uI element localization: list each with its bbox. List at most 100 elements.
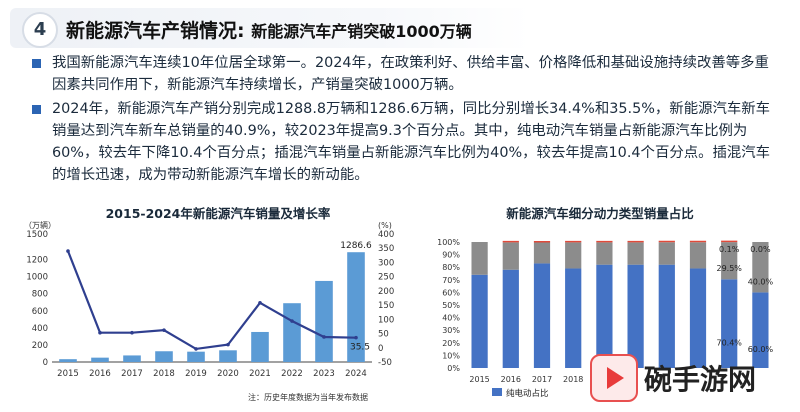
section-header: 4 新能源汽车产销情况: 新能源汽车产销突破1000万辆 — [10, 8, 530, 48]
phev-segment-2023 — [721, 242, 738, 280]
phev-label-2023: 29.5% — [716, 264, 742, 273]
chart-title: 新能源汽车细分动力类型销量占比 — [506, 206, 694, 221]
phev-segment-2015 — [471, 242, 488, 275]
phev-segment-2016 — [502, 242, 519, 270]
bar-2022 — [283, 303, 301, 362]
bev-segment-2015 — [471, 274, 488, 368]
bar-2019 — [187, 351, 205, 362]
bev-segment-2021 — [658, 264, 675, 368]
paragraph-2-text: 2024年，新能源汽车产销分别完成1288.8万辆和1286.6万辆，同比分别增… — [52, 101, 771, 183]
bar-2018 — [155, 351, 173, 362]
x-tick-label: 2019 — [185, 369, 207, 379]
bev-label-2023: 70.4% — [716, 339, 742, 348]
bev-segment-2018 — [565, 268, 582, 368]
y-tick-label: 1000 — [26, 273, 48, 283]
bev-segment-2017 — [533, 263, 551, 368]
right-axis-unit: (%) — [378, 221, 392, 230]
y-tick-label: 20% — [442, 339, 460, 348]
fcv-segment-2021 — [658, 240, 675, 243]
growth-point-2017 — [130, 330, 134, 335]
paragraph-1: 我国新能源汽车连续10年位居全球第一。2024年，在政策利好、供给丰富、价格降低… — [30, 52, 782, 96]
sales-growth-chart: 2015-2024年新能源汽车销量及增长率 （万辆） (%) 0 200 400 60… — [8, 204, 418, 408]
growth-point-2022 — [290, 319, 294, 323]
phev-segment-2017 — [533, 242, 551, 264]
growth-point-2019 — [194, 347, 198, 351]
y-tick-label: 0% — [447, 364, 460, 373]
y2-tick-label: 0 — [378, 344, 383, 354]
phev-segment-2020 — [627, 242, 644, 265]
y-tick-label: 400 — [32, 324, 48, 334]
x-tick-label: 2015 — [469, 375, 489, 384]
watermark-text: 碗手游网 — [644, 363, 757, 396]
y-tick-label: 100% — [437, 238, 460, 247]
y2-tick-label: 250 — [378, 273, 394, 283]
legend-label-bev: 纯电动占比 — [506, 388, 549, 399]
y-tick-label: 800 — [32, 290, 48, 300]
y2-tick-label: 350 — [378, 244, 394, 254]
bar-data-label: 1286.6 — [340, 241, 372, 251]
bar-2016 — [91, 357, 109, 362]
y2-tick-label: 300 — [378, 258, 394, 268]
y-tick-label: 0 — [43, 358, 48, 368]
bar-2017 — [123, 355, 141, 362]
section-title: 新能源汽车产销情况: 新能源汽车产销突破1000万辆 — [66, 16, 472, 43]
phev-segment-2024 — [752, 242, 769, 293]
y-tick-label: 90% — [442, 251, 460, 260]
growth-point-2018 — [162, 328, 166, 332]
x-tick-label: 2017 — [532, 375, 552, 384]
y2-tick-label: 50 — [378, 330, 389, 340]
x-tick-label: 2016 — [89, 369, 111, 379]
y-tick-label: 80% — [442, 263, 460, 272]
growth-rate-line — [66, 250, 357, 351]
phev-segment-2019 — [596, 242, 613, 265]
y2-tick-label: 100 — [378, 315, 394, 325]
fcv-segment-2019 — [596, 240, 613, 243]
legend-swatch-bev — [492, 388, 502, 396]
x-tick-label: 2022 — [281, 369, 303, 379]
bev-segment-2016 — [502, 269, 519, 368]
x-tick-label: 2018 — [153, 369, 175, 379]
growth-point-2020 — [226, 342, 230, 347]
bar-2015 — [59, 359, 77, 362]
fcv-segment-2020 — [627, 240, 644, 243]
section-title-subtitle: 新能源汽车产销突破1000万辆 — [251, 22, 472, 41]
bar-2023 — [315, 280, 333, 362]
y-tick-label: 1200 — [26, 256, 48, 266]
y-tick-label: 60% — [442, 288, 460, 297]
fcv-segment-2022 — [689, 240, 707, 243]
y2-tick-label: 200 — [378, 287, 394, 297]
fcv-label-2023: 0.1% — [719, 245, 740, 254]
phev-label-2024: 40.0% — [748, 277, 774, 286]
phev-segment-2021 — [658, 242, 675, 265]
phev-segment-2018 — [565, 242, 582, 269]
bar-2021 — [251, 331, 269, 362]
bar-2024 — [347, 252, 365, 362]
growth-point-2016 — [98, 330, 102, 335]
bev-segment-2024 — [752, 292, 769, 368]
sales-growth-chart-svg: 2015-2024年新能源汽车销量及增长率 （万辆） (%) 0 200 400 60… — [24, 206, 394, 402]
paragraph-2: 2024年，新能源汽车产销分别完成1288.8万辆和1286.6万辆，同比分别增… — [30, 98, 782, 186]
bev-segment-2020 — [627, 264, 644, 368]
chart-title: 2015-2024年新能源汽车销量及增长率 — [106, 206, 331, 221]
y2-tick-label: -50 — [378, 358, 392, 368]
fcv-segment-2023 — [721, 240, 738, 243]
section-number: 4 — [22, 12, 58, 48]
x-tick-label: 2017 — [121, 369, 143, 379]
phev-segment-2022 — [689, 242, 707, 269]
play-icon — [590, 354, 638, 402]
watermark: 碗手游网 — [586, 352, 796, 402]
body-text: 我国新能源汽车连续10年位居全球第一。2024年，在政策利好、供给丰富、价格降低… — [30, 52, 782, 188]
bev-segment-2019 — [596, 264, 613, 368]
x-tick-label: 2020 — [217, 369, 239, 379]
power-type-share-chart-svg: 新能源汽车细分动力类型销量占比 0% 10% 20% 30% 40% 50% 60% 70% 8… — [437, 206, 774, 399]
x-tick-label: 2023 — [313, 369, 335, 379]
growth-point-2023 — [322, 335, 326, 339]
paragraph-1-text: 我国新能源汽车连续10年位居全球第一。2024年，在政策利好、供给丰富、价格降低… — [52, 55, 769, 93]
y2-tick-label: 400 — [378, 230, 394, 240]
y-tick-label: 50% — [442, 301, 460, 310]
bar-2020 — [219, 350, 237, 362]
growth-point-2021 — [258, 301, 262, 305]
x-tick-label: 2018 — [563, 375, 583, 384]
x-tick-label: 2021 — [249, 369, 271, 379]
y-tick-label: 200 — [32, 341, 48, 351]
